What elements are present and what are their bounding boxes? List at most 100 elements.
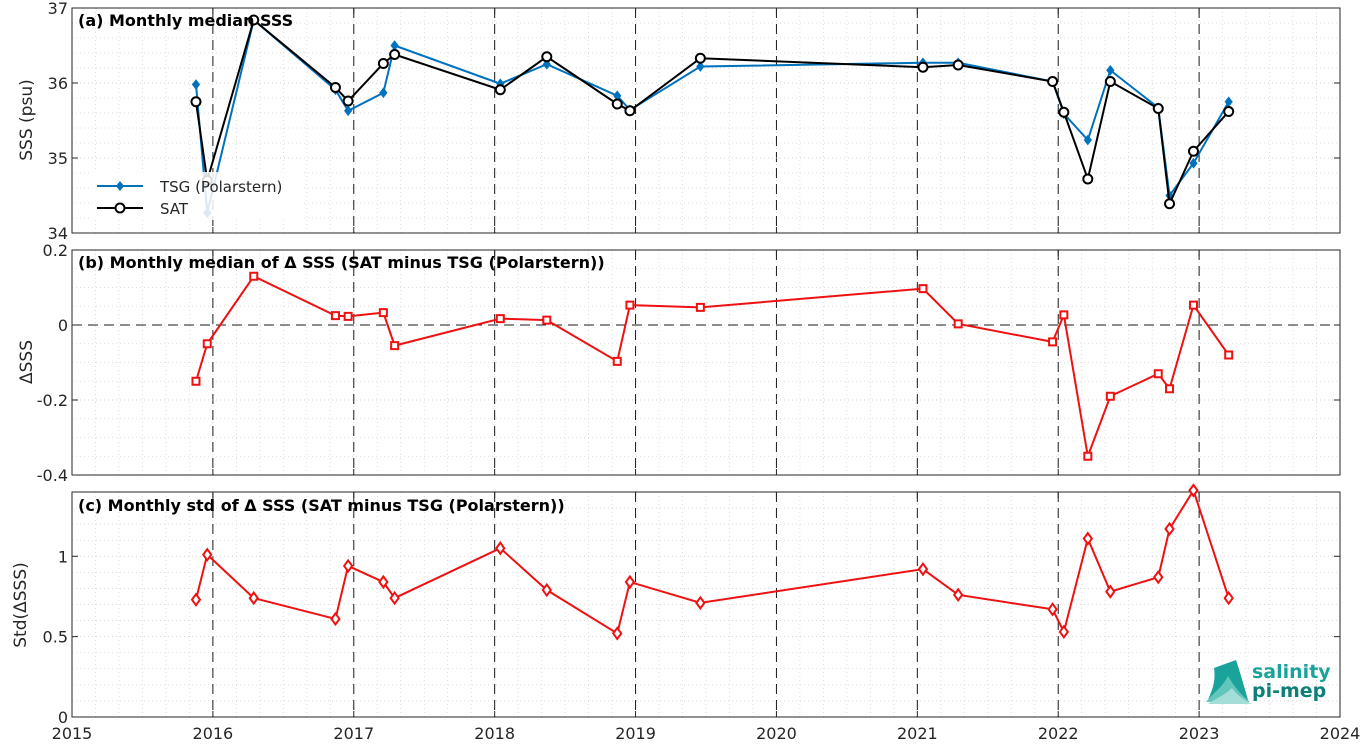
series-line: [194, 18, 1230, 213]
data-point: [611, 98, 623, 110]
data-point: [1224, 350, 1234, 360]
data-point: [379, 87, 388, 99]
data-point: [1152, 103, 1164, 114]
panel-c: 0 0.5 1 2015 2016 2017 2018 2019 2020 2021 2022 202…: [43, 483, 1361, 743]
data-point: [190, 592, 202, 607]
data-point: [494, 84, 506, 96]
legend-sat-marker: [114, 202, 126, 214]
axes-frame: [71, 491, 1341, 718]
data-point: [542, 315, 552, 325]
axes-frame: [71, 249, 1341, 476]
x-tick-label: 2018: [474, 724, 515, 743]
data-point: [342, 558, 354, 574]
data-point: [1058, 106, 1070, 118]
y-tick-label: -0.2: [37, 391, 68, 410]
data-point: [330, 611, 341, 627]
data-point: [918, 284, 928, 294]
y-tick-label: 0: [58, 708, 68, 727]
panel-c-ylabel: Std(ΔSSS): [11, 562, 31, 648]
logo-line1: salinity: [1252, 661, 1331, 683]
data-point: [624, 105, 636, 117]
data-point: [191, 79, 201, 90]
x-tick-label: 2019: [615, 724, 656, 743]
series-line: [195, 488, 1230, 635]
y-tick-label: 0.5: [43, 628, 68, 647]
x-tick-label: 2015: [52, 724, 93, 743]
data-point: [190, 96, 202, 108]
legend-tsg-label: TSG (Polarstern): [159, 178, 282, 196]
y-tick-label: 0.2: [43, 241, 68, 260]
series-series: [190, 483, 1234, 641]
data-point: [202, 547, 213, 562]
data-point: [1047, 602, 1058, 617]
data-point: [542, 58, 551, 70]
panel-b-ylabel: ΔSSS: [17, 340, 37, 384]
data-point: [378, 308, 388, 318]
data-point: [1153, 569, 1164, 585]
logo-line2: pi-mep: [1252, 680, 1326, 702]
data-point: [495, 314, 505, 324]
y-tick-label: 0: [58, 316, 68, 335]
data-point: [1105, 584, 1116, 599]
data-point: [343, 311, 353, 321]
data-point: [390, 341, 400, 351]
x-tick-label: 2017: [333, 724, 374, 743]
data-point: [377, 58, 389, 69]
salinity-pi-mep-logo: salinity pi-mep: [1206, 660, 1331, 704]
axes-frame: [71, 7, 1341, 234]
data-point: [1189, 157, 1198, 169]
y-tick-label: 35: [48, 149, 68, 168]
y-tick-label: 1: [58, 547, 68, 566]
data-point: [625, 300, 635, 310]
panel-c-title: (c) Monthly std of Δ SSS (SAT minus TSG …: [78, 496, 565, 515]
data-point: [330, 311, 340, 321]
data-point: [191, 376, 201, 386]
data-point: [612, 626, 623, 641]
y-tick-label: 36: [48, 74, 68, 93]
x-tick-label: 2024: [1320, 724, 1361, 743]
data-point: [1083, 451, 1093, 461]
data-point: [952, 587, 964, 603]
y-tick-label: -0.4: [37, 466, 68, 485]
data-point: [329, 82, 341, 93]
panel-b-title: (b) Monthly median of Δ SSS (SAT minus T…: [78, 253, 605, 272]
panel-a-ylabel: SSS (psu): [17, 79, 37, 160]
data-point: [495, 541, 506, 556]
x-tick-label: 2021: [897, 724, 938, 743]
wave-icon: [1206, 660, 1252, 704]
data-point: [1047, 76, 1059, 87]
x-tick-label: 2022: [1038, 724, 1079, 743]
x-tick-label: 2023: [1179, 724, 1220, 743]
data-point: [1058, 624, 1070, 640]
data-point: [248, 14, 260, 26]
data-point: [624, 574, 636, 590]
data-point: [953, 319, 963, 329]
data-point: [694, 52, 706, 64]
data-point: [1223, 590, 1234, 606]
x-tick-label: 2020: [756, 724, 797, 743]
data-point: [1165, 384, 1175, 394]
y-tick-label: 37: [48, 0, 68, 18]
y-tick-label: 34: [48, 224, 68, 243]
data-point: [389, 590, 400, 606]
data-point: [1223, 106, 1235, 117]
data-point: [1104, 76, 1116, 87]
x-tick-label: 2016: [193, 724, 234, 743]
data-point: [1082, 173, 1094, 185]
panel-b: -0.4 -0.2 0 0.2: [37, 241, 1341, 485]
data-point: [1164, 521, 1175, 537]
data-point: [202, 339, 212, 349]
data-point: [1188, 300, 1198, 310]
legend: TSG (Polarstern) SAT: [91, 172, 301, 220]
data-point: [1048, 337, 1058, 347]
data-point: [695, 302, 705, 312]
data-point: [342, 95, 354, 107]
data-point: [1082, 531, 1094, 546]
data-point: [1083, 134, 1092, 146]
data-point: [249, 271, 259, 281]
data-point: [696, 61, 705, 72]
panel-a-title: (a) Monthly median SSS: [78, 11, 293, 30]
series-line: [195, 274, 1230, 461]
data-point: [1153, 369, 1163, 379]
